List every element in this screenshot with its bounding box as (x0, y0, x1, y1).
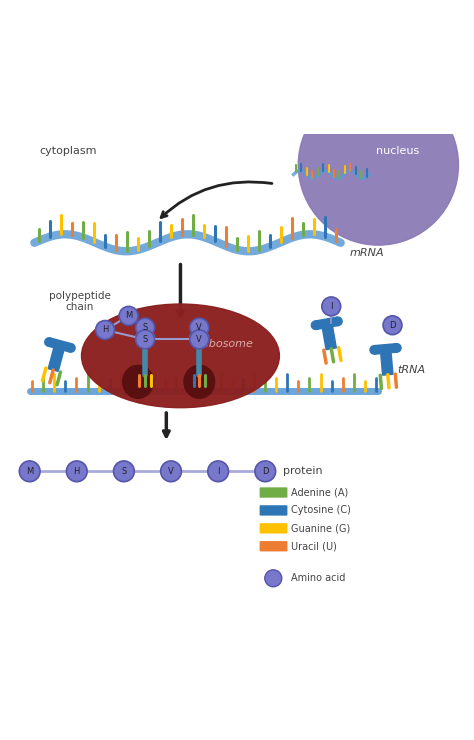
Text: H: H (102, 326, 108, 334)
Circle shape (190, 330, 209, 349)
Text: protein: protein (283, 466, 323, 477)
Text: I: I (330, 302, 332, 311)
Text: ribosome: ribosome (201, 339, 254, 349)
Ellipse shape (184, 366, 215, 398)
Circle shape (161, 461, 182, 482)
Text: Amino acid: Amino acid (291, 574, 346, 583)
Text: S: S (143, 323, 148, 332)
Circle shape (370, 346, 379, 354)
Text: M: M (125, 312, 132, 320)
Circle shape (96, 320, 115, 340)
Circle shape (208, 461, 228, 482)
Polygon shape (380, 349, 393, 375)
Text: M: M (26, 467, 33, 476)
Text: Cytosine (C): Cytosine (C) (291, 505, 351, 516)
Circle shape (136, 318, 155, 337)
Circle shape (45, 337, 53, 346)
Text: Uracil (U): Uracil (U) (291, 541, 337, 551)
FancyBboxPatch shape (260, 523, 287, 534)
Text: S: S (121, 467, 127, 476)
Circle shape (298, 85, 458, 245)
Polygon shape (48, 338, 72, 352)
Text: polypeptide
chain: polypeptide chain (48, 291, 110, 312)
Polygon shape (322, 323, 337, 350)
Text: S: S (143, 335, 148, 344)
Polygon shape (48, 343, 65, 371)
Ellipse shape (123, 366, 154, 398)
Circle shape (311, 321, 320, 329)
Text: V: V (168, 467, 174, 476)
Text: Adenine (A): Adenine (A) (291, 488, 348, 497)
Ellipse shape (190, 331, 209, 343)
Polygon shape (315, 317, 338, 329)
Polygon shape (374, 343, 397, 354)
Circle shape (322, 297, 341, 316)
Circle shape (66, 461, 87, 482)
FancyBboxPatch shape (260, 505, 287, 516)
FancyBboxPatch shape (260, 488, 287, 498)
Ellipse shape (136, 331, 155, 343)
Circle shape (392, 343, 401, 352)
Text: cytoplasm: cytoplasm (39, 146, 97, 156)
Text: V: V (196, 323, 202, 332)
Text: D: D (389, 320, 396, 330)
Circle shape (190, 318, 209, 337)
Text: nucleus: nucleus (375, 146, 419, 156)
Circle shape (136, 330, 155, 349)
Circle shape (255, 461, 276, 482)
Text: mRNA: mRNA (350, 248, 385, 258)
Circle shape (114, 461, 134, 482)
Text: H: H (73, 467, 80, 476)
Ellipse shape (82, 304, 279, 408)
Text: I: I (217, 467, 219, 476)
Circle shape (334, 317, 342, 326)
Text: V: V (196, 335, 202, 344)
Circle shape (19, 461, 40, 482)
Circle shape (67, 343, 75, 352)
Text: D: D (262, 467, 269, 476)
Circle shape (119, 306, 138, 326)
Circle shape (265, 570, 282, 587)
Text: tRNA: tRNA (397, 365, 425, 375)
Text: Guanine (G): Guanine (G) (291, 523, 350, 534)
Circle shape (383, 316, 402, 334)
FancyBboxPatch shape (260, 541, 287, 551)
